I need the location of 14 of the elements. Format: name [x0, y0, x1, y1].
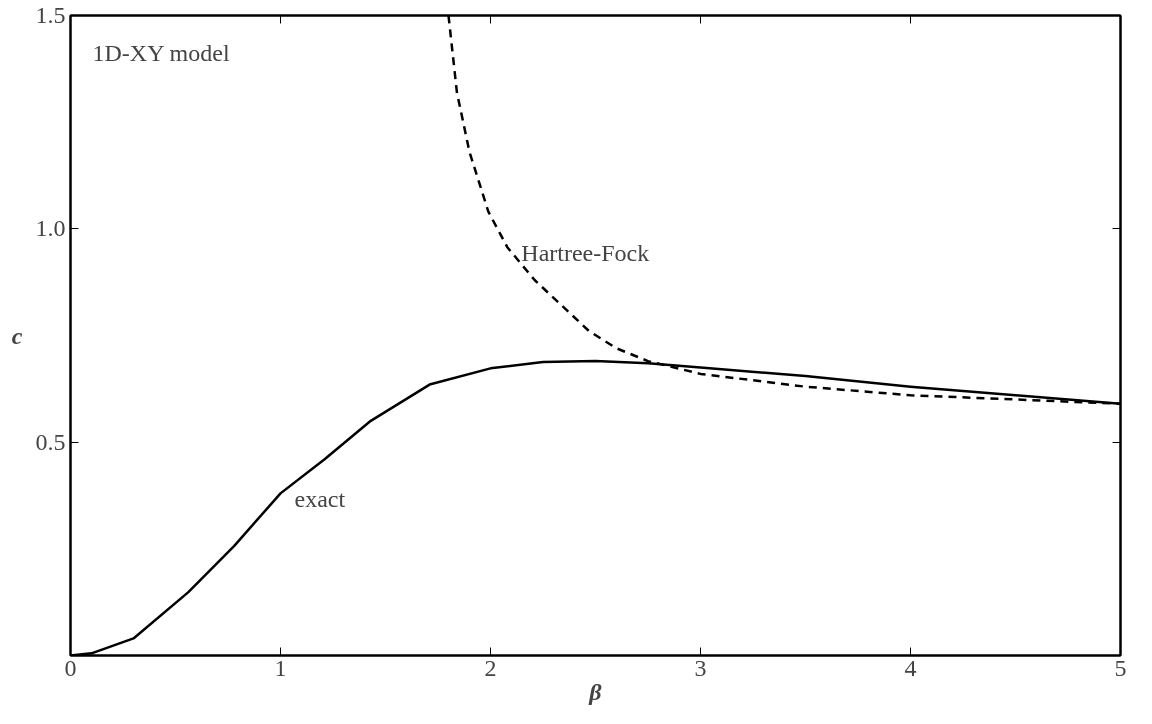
y-tick-label: 1.5: [35, 2, 66, 28]
series-label: Hartree-Fock: [521, 240, 650, 267]
x-tick-label: 2: [484, 654, 497, 681]
y-axis-title: c: [11, 322, 23, 349]
y-tick-label: 1.0: [35, 215, 66, 242]
y-tick-label: 0.5: [35, 428, 66, 455]
x-tick-label: 0: [64, 654, 77, 681]
x-tick-label: 1: [274, 654, 287, 681]
x-tick-label: 5: [1114, 654, 1127, 681]
text: 1D-XY model: [92, 39, 230, 66]
series-label: exact: [294, 486, 346, 513]
x-tick-label: 3: [694, 654, 707, 681]
x-axis-title: β: [588, 678, 603, 705]
x-tick-label: 4: [904, 654, 917, 681]
